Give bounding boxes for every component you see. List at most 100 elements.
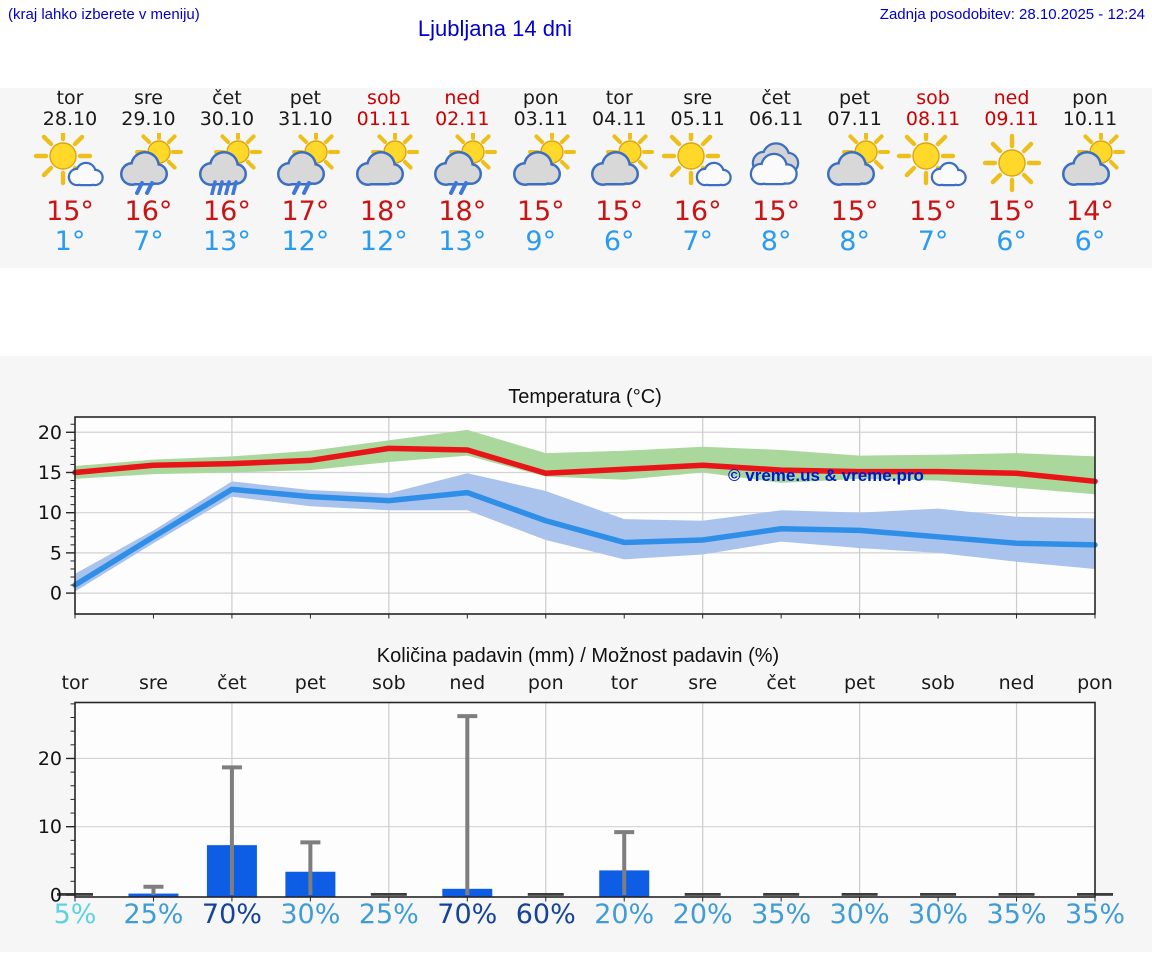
precip-day-label: sre: [688, 672, 718, 694]
forecast-day-column: pet 07.11 15° 8°: [814, 88, 896, 268]
precip-day-label: čet: [766, 672, 796, 694]
precip-probability: 20%: [672, 899, 733, 930]
day-min-temp: 13°: [438, 226, 487, 257]
precip-probability: 5%: [53, 899, 97, 930]
day-min-temp: 6°: [996, 226, 1027, 257]
precip-day-label: ned: [449, 672, 486, 694]
sun-cloud-icon: [818, 133, 892, 195]
day-date: 02.11: [435, 108, 490, 130]
day-max-temp: 15°: [516, 196, 565, 227]
forecast-day-column: ned 02.11 18° 13°: [421, 88, 503, 268]
precip-day-label: tor: [610, 672, 638, 694]
precip-probability: 60%: [515, 899, 576, 930]
day-date: 30.10: [199, 108, 255, 130]
day-min-temp: 7°: [917, 226, 949, 257]
sun-cloud-icon: [347, 133, 421, 195]
day-date: 10.11: [1062, 108, 1118, 130]
day-date: 09.11: [984, 108, 1039, 130]
sun-cloud-heavy-rain-icon: [190, 133, 264, 195]
forecast-day-column: sob 08.11 15° 7°: [892, 88, 974, 268]
day-min-temp: 12°: [359, 226, 408, 257]
day-name: čet: [212, 87, 242, 109]
day-name: sob: [916, 87, 950, 109]
day-name: pon: [522, 87, 559, 109]
day-date: 29.10: [121, 108, 176, 130]
day-min-temp: 7°: [133, 226, 164, 257]
precip-day-label: tor: [61, 672, 89, 694]
day-date: 07.11: [827, 108, 882, 130]
precip-day-label: pon: [1077, 672, 1113, 694]
day-date: 03.11: [513, 108, 568, 130]
day-max-temp: 15°: [987, 196, 1036, 227]
forecast-strip: tor 28.10 15° 1° sre 29.10 16° 7° čet 30…: [0, 88, 1152, 268]
forecast-day-column: čet 30.10 16° 13°: [186, 88, 268, 268]
sun-cloud-icon: [504, 133, 578, 195]
sun-small-cloud-icon: [661, 133, 735, 195]
day-min-temp: 1°: [54, 226, 86, 257]
day-max-temp: 17°: [281, 196, 330, 227]
sun-small-cloud-icon: [33, 133, 107, 195]
day-min-temp: 6°: [603, 226, 635, 257]
menu-hint-note: (kraj lahko izberete v meniju): [8, 6, 200, 23]
temperature-chart-title: Temperatura (°C): [508, 386, 662, 408]
cloudy-icon: [739, 133, 813, 195]
day-min-temp: 6°: [1074, 226, 1106, 257]
sun-cloud-icon: [1053, 133, 1127, 195]
forecast-day-column: sre 05.11 16° 7°: [657, 88, 739, 268]
day-date: 06.11: [748, 108, 804, 130]
sun-cloud-rain-icon: [425, 133, 499, 195]
precip-day-label: sob: [372, 672, 406, 694]
day-min-temp: 12°: [281, 226, 330, 257]
precip-probability: 30%: [829, 899, 890, 930]
day-max-temp: 15°: [595, 196, 644, 227]
day-name: sre: [133, 87, 163, 109]
day-max-temp: 16°: [202, 196, 251, 227]
day-max-temp: 18°: [438, 196, 487, 227]
sun-cloud-rain-icon: [268, 133, 342, 195]
precip-day-label: sob: [921, 672, 955, 694]
day-min-temp: 9°: [525, 226, 557, 257]
precip-probability: 30%: [280, 899, 341, 930]
day-name: sob: [367, 87, 401, 109]
precip-probability: 35%: [986, 899, 1047, 930]
day-name: tor: [56, 87, 84, 109]
precip-probability: 25%: [123, 899, 184, 930]
day-max-temp: 15°: [752, 196, 801, 227]
day-name: sre: [683, 87, 713, 109]
last-update-label: Zadnja posodobitev: 28.10.2025 - 12:24: [879, 6, 1145, 23]
precip-day-label: pet: [294, 672, 326, 694]
forecast-day-column: ned 09.11 15° 6°: [971, 88, 1053, 268]
day-date: 28.10: [42, 108, 98, 130]
day-date: 05.11: [670, 108, 725, 130]
precip-day-label: pon: [527, 672, 564, 694]
precip-probability: 30%: [908, 899, 969, 930]
day-max-temp: 16°: [673, 196, 722, 227]
watermark-link[interactable]: © vreme.us & vreme.pro: [728, 466, 924, 485]
day-min-temp: 8°: [760, 226, 792, 257]
day-name: tor: [605, 87, 633, 109]
day-min-temp: 8°: [839, 226, 870, 257]
precip-day-label: čet: [217, 672, 247, 694]
precip-probability: 35%: [751, 899, 812, 930]
forecast-day-column: pon 03.11 15° 9°: [500, 88, 582, 268]
day-name: pet: [839, 87, 871, 109]
day-date: 31.10: [278, 108, 333, 130]
day-max-temp: 15°: [909, 196, 957, 227]
precip-day-label: ned: [998, 672, 1035, 694]
forecast-day-column: tor 04.11 15° 6°: [578, 88, 660, 268]
day-date: 08.11: [905, 108, 961, 130]
day-name: pet: [289, 87, 321, 109]
sun-cloud-icon: [582, 133, 656, 195]
day-min-temp: 13°: [202, 226, 251, 257]
day-date: 04.11: [592, 108, 647, 130]
precip-probability: 35%: [1064, 899, 1125, 930]
precip-day-label: pet: [844, 672, 876, 694]
day-min-temp: 7°: [682, 226, 714, 257]
forecast-day-column: pet 31.10 17° 12°: [264, 88, 346, 268]
precip-day-label: sre: [138, 672, 168, 694]
day-max-temp: 18°: [359, 196, 408, 227]
forecast-day-column: tor 28.10 15° 1°: [29, 88, 111, 268]
day-max-temp: 14°: [1066, 196, 1114, 227]
day-max-temp: 15°: [830, 196, 879, 227]
